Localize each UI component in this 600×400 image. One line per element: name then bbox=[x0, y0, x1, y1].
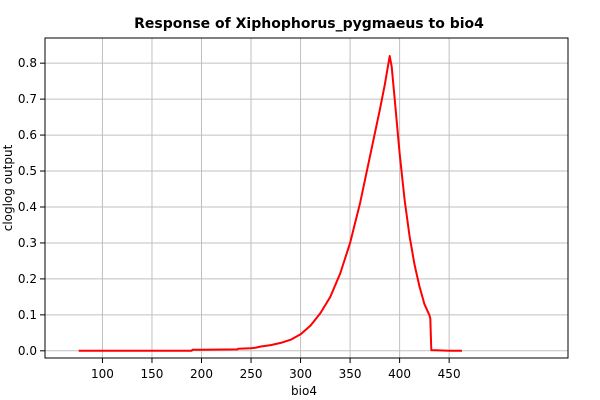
y-tick-label: 0.6 bbox=[18, 128, 37, 142]
y-tick-label: 0.7 bbox=[18, 92, 37, 106]
x-tick-label: 450 bbox=[438, 367, 461, 381]
x-tick-label: 250 bbox=[240, 367, 263, 381]
x-tick-label: 400 bbox=[388, 367, 411, 381]
y-tick-label: 0.5 bbox=[18, 164, 37, 178]
x-tick-label: 100 bbox=[91, 367, 114, 381]
y-axis-label: cloglog output bbox=[1, 144, 15, 231]
x-tick-label: 300 bbox=[289, 367, 312, 381]
chart-title: Response of Xiphophorus_pygmaeus to bio4 bbox=[134, 16, 484, 32]
y-tick-label: 0.0 bbox=[18, 344, 37, 358]
axis-ticks: 100 150 200 250 300 350 400 450 0.0 0.1 0.2 0.3 0.4 0… bbox=[18, 56, 461, 381]
series-line bbox=[78, 55, 462, 352]
y-tick-label: 0.8 bbox=[18, 56, 37, 70]
series-layer bbox=[78, 55, 462, 352]
x-tick-label: 150 bbox=[141, 367, 164, 381]
y-tick-label: 0.4 bbox=[18, 200, 37, 214]
y-tick-label: 0.3 bbox=[18, 236, 37, 250]
y-tick-label: 0.1 bbox=[18, 308, 37, 322]
grid bbox=[45, 38, 568, 358]
plot-frame bbox=[44, 37, 569, 359]
x-tick-label: 200 bbox=[190, 367, 213, 381]
x-tick-label: 350 bbox=[339, 367, 362, 381]
x-axis-label: bio4 bbox=[291, 384, 317, 398]
y-tick-label: 0.2 bbox=[18, 272, 37, 286]
